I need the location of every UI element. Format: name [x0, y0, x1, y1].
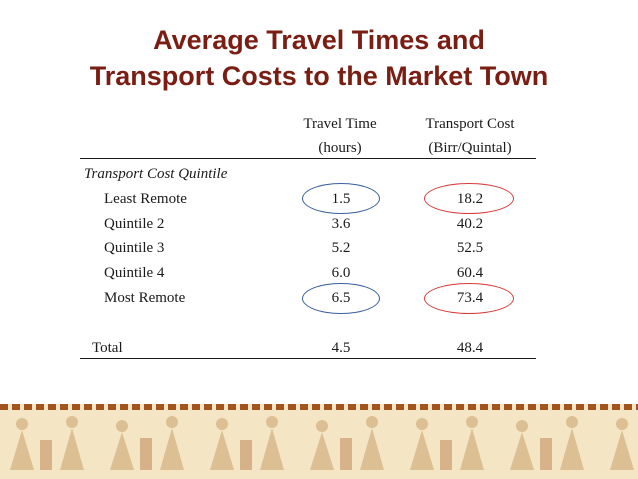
decorative-pattern-band: [0, 404, 638, 479]
pattern-band-border: [0, 404, 638, 410]
row-label: Least Remote: [104, 191, 187, 207]
transport-cost-value: 40.2: [456, 216, 484, 232]
travel-time-value: 3.6: [331, 216, 351, 232]
highlight-oval-most-remote-time: [302, 283, 380, 314]
slide-title-line-1: Average Travel Times and: [153, 25, 485, 55]
table-row-quintile-2: Quintile 2 3.6 40.2: [0, 212, 638, 236]
table-row-total: Total 4.5 48.4: [0, 336, 638, 360]
highlight-oval-most-remote-cost: [424, 283, 514, 314]
transport-cost-header-line-1: Transport Cost: [425, 116, 515, 132]
slide-title-line-2: Transport Costs to the Market Town: [89, 61, 549, 91]
total-travel-time-value: 4.5: [331, 340, 351, 356]
highlight-oval-least-remote-cost: [424, 183, 514, 214]
column-header-transport-cost: Transport Cost (Birr/Quintal): [405, 112, 535, 160]
slide-title: Average Travel Times and Transport Costs…: [0, 22, 638, 94]
travel-time-header-line-1: Travel Time: [303, 116, 377, 132]
transport-cost-value: 60.4: [456, 265, 484, 281]
transport-cost-header-line-2: (Birr/Quintal): [428, 140, 512, 156]
table-row-quintile-3: Quintile 3 5.2 52.5: [0, 236, 638, 260]
row-label: Quintile 2: [104, 216, 165, 232]
row-label: Quintile 4: [104, 265, 165, 281]
table-bottom-rule: [80, 358, 536, 359]
column-header-travel-time: Travel Time (hours): [285, 112, 395, 160]
figure-pattern-graphic: [10, 416, 634, 470]
section-label: Transport Cost Quintile: [84, 166, 228, 182]
table-row-quintile-4: Quintile 4 6.0 60.4: [0, 261, 638, 285]
section-row: Transport Cost Quintile: [0, 162, 638, 186]
total-transport-cost-value: 48.4: [456, 340, 484, 356]
row-label: Most Remote: [104, 290, 186, 306]
transport-cost-value: 52.5: [456, 240, 484, 256]
total-label: Total: [92, 340, 123, 356]
table-header-rule: [80, 158, 536, 159]
travel-time-header-line-2: (hours): [318, 140, 362, 156]
row-label: Quintile 3: [104, 240, 165, 256]
travel-time-value: 6.0: [331, 265, 351, 281]
highlight-oval-least-remote-time: [302, 183, 380, 214]
travel-time-value: 5.2: [331, 240, 351, 256]
